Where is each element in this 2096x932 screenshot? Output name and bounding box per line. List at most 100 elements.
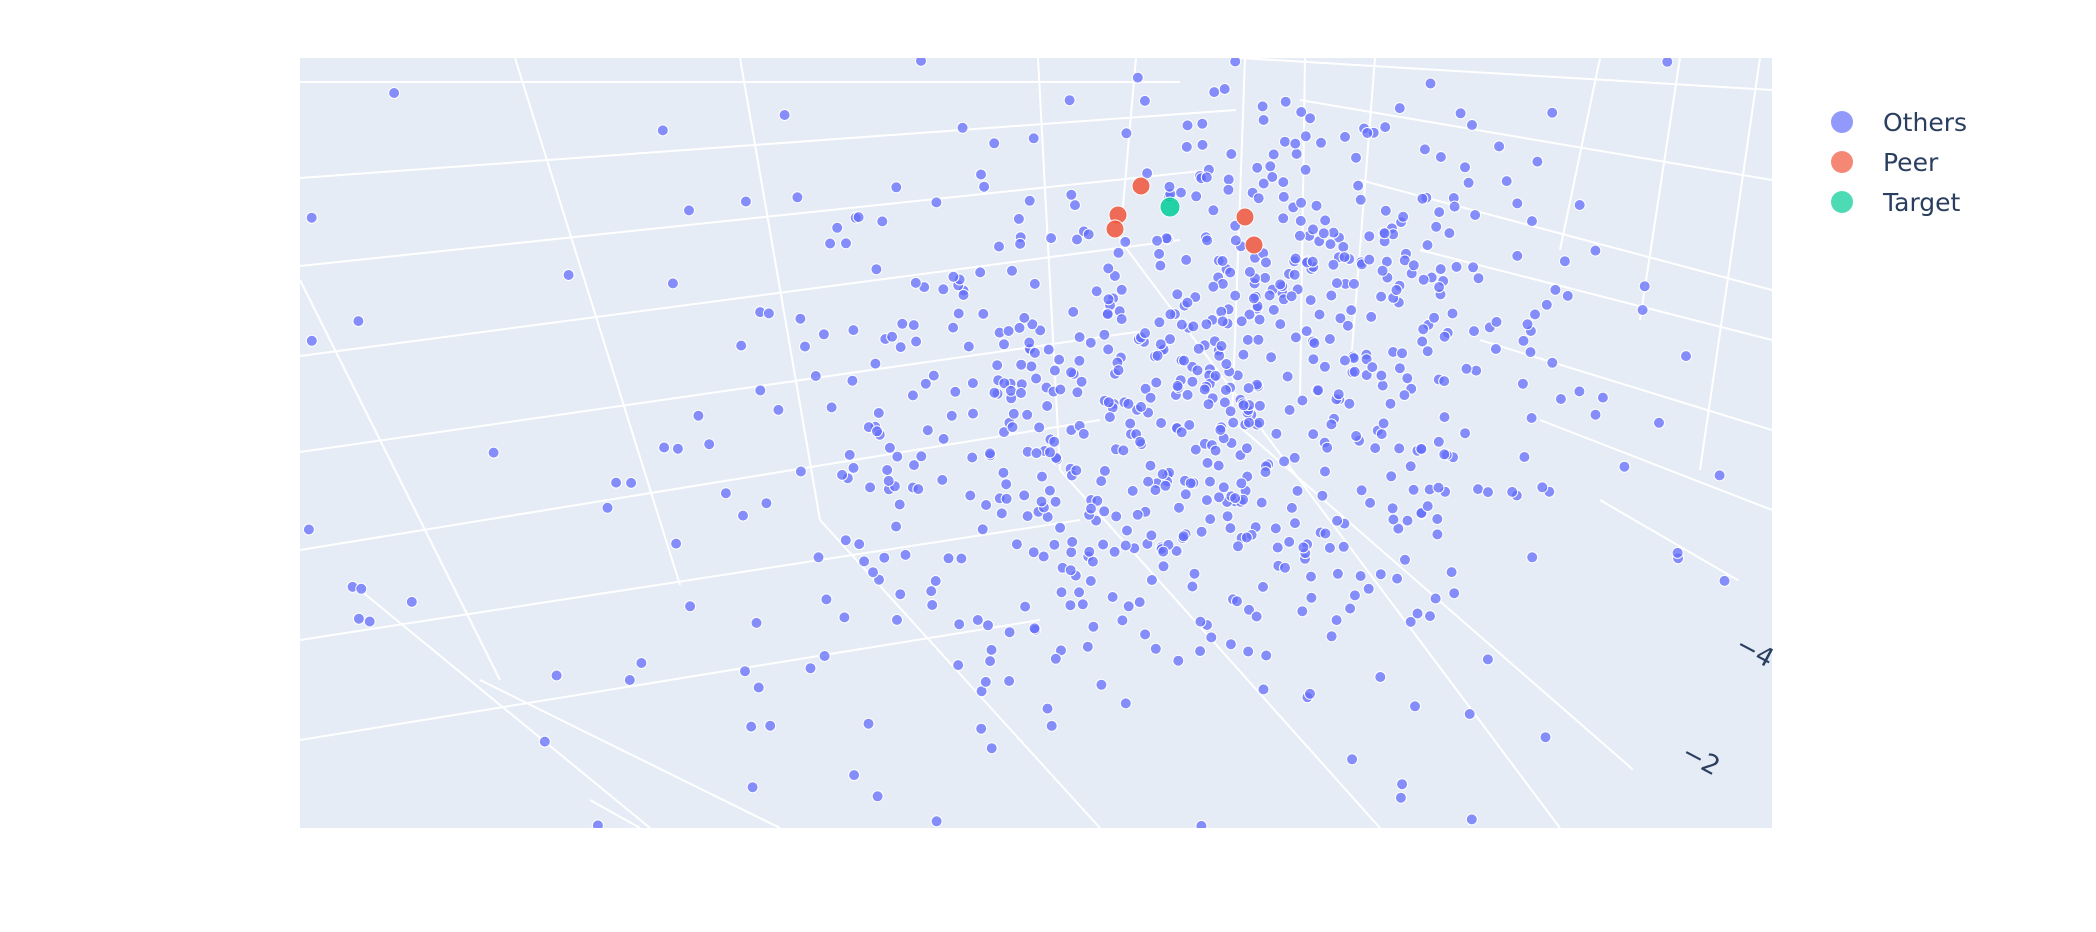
others-point bbox=[1081, 640, 1094, 653]
others-point bbox=[1384, 397, 1397, 410]
others-point bbox=[993, 240, 1005, 253]
others-point bbox=[1242, 645, 1255, 658]
others-point bbox=[1139, 327, 1152, 340]
others-point bbox=[1304, 112, 1317, 125]
others-point bbox=[1157, 560, 1170, 573]
others-point bbox=[1035, 495, 1048, 508]
others-point bbox=[1438, 448, 1451, 461]
others-point bbox=[1401, 514, 1414, 527]
others-point bbox=[1308, 337, 1321, 350]
others-point bbox=[1259, 271, 1272, 284]
others-point bbox=[1312, 384, 1325, 397]
others-point bbox=[1424, 77, 1437, 90]
others-point bbox=[794, 312, 807, 325]
others-point bbox=[1270, 427, 1283, 440]
others-point bbox=[988, 137, 1001, 150]
others-point bbox=[352, 612, 365, 625]
others-point bbox=[886, 330, 899, 343]
others-point bbox=[1529, 308, 1541, 321]
others-point bbox=[1323, 541, 1336, 554]
others-point bbox=[1155, 417, 1168, 429]
others-point bbox=[1653, 416, 1665, 429]
others-point bbox=[1019, 600, 1032, 613]
others-point bbox=[735, 339, 748, 352]
others-point bbox=[1375, 369, 1388, 382]
others-point bbox=[1398, 389, 1411, 402]
others-point bbox=[1362, 582, 1375, 595]
others-point bbox=[1421, 345, 1434, 358]
others-point bbox=[1119, 235, 1132, 248]
others-point bbox=[1014, 237, 1027, 250]
legend-item-others[interactable]: Others bbox=[1831, 108, 1967, 137]
others-point bbox=[1153, 247, 1166, 260]
legend-item-peer[interactable]: Peer bbox=[1831, 148, 1939, 177]
others-point bbox=[1224, 266, 1237, 279]
others-point bbox=[1207, 204, 1220, 217]
others-point bbox=[896, 317, 909, 330]
others-point bbox=[752, 681, 765, 694]
others-point bbox=[1126, 484, 1139, 497]
others-point bbox=[1446, 307, 1459, 320]
others-point bbox=[1307, 353, 1320, 366]
others-point bbox=[858, 555, 871, 568]
others-point bbox=[1325, 630, 1338, 643]
others-point bbox=[926, 599, 939, 611]
others-point bbox=[1000, 478, 1013, 491]
others-point bbox=[1376, 264, 1389, 277]
others-point bbox=[820, 593, 833, 606]
others-point bbox=[984, 447, 996, 460]
others-point bbox=[998, 377, 1011, 390]
others-point bbox=[952, 307, 965, 320]
others-point bbox=[1317, 227, 1330, 240]
others-point bbox=[1283, 535, 1296, 548]
gridline-right-8 bbox=[1639, 58, 1681, 321]
others-point bbox=[1289, 252, 1302, 265]
others-point bbox=[1131, 508, 1144, 521]
others-point bbox=[1150, 376, 1163, 389]
others-point bbox=[1037, 550, 1050, 563]
others-point bbox=[352, 315, 365, 328]
others-point bbox=[978, 180, 991, 193]
others-point bbox=[1181, 119, 1194, 132]
gridline-back-2 bbox=[1037, 58, 1061, 471]
others-point bbox=[952, 659, 965, 672]
gridline-floor-5 bbox=[1059, 469, 1381, 828]
others-point bbox=[871, 425, 883, 438]
others-point bbox=[1289, 137, 1302, 150]
others-point bbox=[1257, 177, 1270, 190]
others-point bbox=[809, 370, 822, 382]
others-point bbox=[1202, 398, 1215, 411]
others-point bbox=[1044, 446, 1056, 459]
others-point bbox=[976, 523, 989, 536]
others-point bbox=[1171, 380, 1184, 392]
others-point bbox=[1070, 464, 1083, 477]
others-point bbox=[1218, 83, 1231, 95]
others-point bbox=[1224, 405, 1237, 418]
others-point bbox=[1680, 350, 1692, 363]
others-point bbox=[1398, 254, 1411, 267]
others-point bbox=[867, 566, 879, 579]
others-point bbox=[1319, 465, 1331, 478]
others-point bbox=[1539, 731, 1552, 744]
others-point bbox=[1172, 654, 1185, 667]
gridline-back-0 bbox=[514, 58, 681, 586]
others-point bbox=[1638, 280, 1651, 293]
others-point bbox=[839, 534, 852, 547]
others-point bbox=[869, 357, 882, 370]
others-point bbox=[891, 450, 904, 463]
others-point bbox=[1278, 455, 1291, 468]
others-point bbox=[666, 277, 679, 290]
others-point bbox=[1297, 541, 1310, 554]
others-point bbox=[984, 655, 997, 668]
others-point bbox=[684, 600, 697, 613]
peer-point bbox=[1131, 176, 1151, 196]
others-point bbox=[1331, 567, 1344, 580]
others-point bbox=[1377, 417, 1390, 430]
others-point bbox=[1424, 610, 1436, 623]
others-point bbox=[1154, 259, 1167, 272]
others-point bbox=[1065, 546, 1078, 559]
others-point bbox=[1319, 214, 1332, 227]
legend-item-target[interactable]: Target bbox=[1831, 188, 1961, 217]
others-point bbox=[1048, 538, 1061, 551]
others-point bbox=[1536, 481, 1549, 494]
